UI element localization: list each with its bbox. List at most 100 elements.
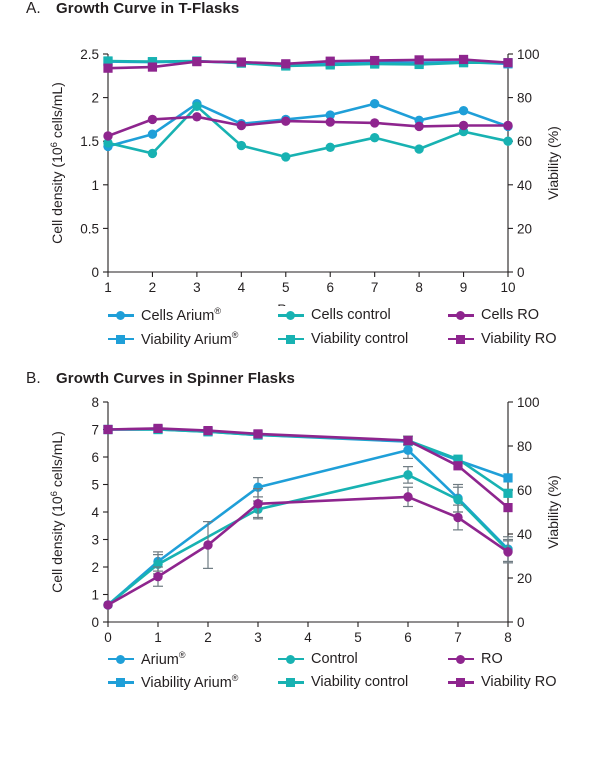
marker-circle [103, 599, 113, 610]
svg-text:7: 7 [454, 630, 462, 645]
legend-item-viability-ro[interactable]: Viability RO [448, 330, 556, 348]
svg-text:2: 2 [149, 280, 157, 295]
svg-text:8: 8 [415, 280, 423, 295]
marker-square [192, 57, 202, 67]
legend-label: RO [481, 650, 503, 667]
legend-label: Viability control [311, 330, 409, 347]
legend-item-cells-arium[interactable]: Cells Arium® [108, 306, 278, 324]
panel-a-header: A. Growth Curve in T-Flasks [0, 0, 616, 18]
marker-circle [281, 152, 291, 162]
marker-circle [369, 133, 380, 143]
marker-square [503, 502, 513, 512]
panel-a-letter: A. [26, 0, 41, 17]
legend-item-viability-control[interactable]: Viability control [278, 673, 448, 691]
marker-square [103, 63, 113, 73]
marker-circle [414, 144, 424, 154]
series-line-viability-ro [106, 58, 510, 70]
legend-item-ro[interactable]: RO [448, 650, 503, 668]
marker-square [253, 428, 263, 439]
legend-item-control[interactable]: Control [278, 650, 448, 668]
square-marker-icon [278, 675, 304, 689]
svg-text:2: 2 [91, 91, 99, 106]
legend-label: Viability RO [481, 674, 557, 691]
svg-text:6: 6 [91, 450, 99, 465]
chart-b-svg: 012345678020406080100012345678DaysCell d… [49, 395, 562, 645]
marker-circle [236, 120, 247, 131]
marker-circle [458, 120, 469, 131]
marker-circle [147, 148, 158, 159]
svg-text:2.5: 2.5 [80, 47, 99, 62]
legend-item-viability-arium[interactable]: Viability Arium® [108, 330, 278, 348]
marker-circle [147, 129, 158, 139]
svg-text:0: 0 [91, 265, 99, 280]
svg-text:1: 1 [91, 178, 99, 193]
legend-item-viability-ro[interactable]: Viability RO [448, 673, 556, 691]
legend-label: Cells control [311, 306, 391, 323]
marker-circle [503, 546, 513, 557]
marker-circle [403, 491, 413, 502]
legend-label: Control [311, 650, 358, 667]
svg-text:0: 0 [91, 615, 99, 630]
series-line-arium [106, 448, 510, 606]
legend-label: Cells RO [481, 306, 540, 323]
square-marker-icon [278, 332, 304, 346]
marker-square [453, 454, 463, 464]
series-line-control [106, 473, 510, 606]
svg-text:9: 9 [460, 280, 468, 295]
marker-circle [192, 101, 202, 112]
marker-square [153, 423, 163, 433]
svg-text:Cell density (106 cells/mL): Cell density (106 cells/mL) [49, 431, 66, 593]
legend-label: Viability Arium® [141, 329, 239, 348]
svg-text:3: 3 [91, 532, 99, 547]
circle-marker-icon [278, 308, 304, 322]
chart-b-legend: Arium® Control RO Viability Arium® Viability… [0, 650, 616, 691]
svg-text:0: 0 [517, 615, 525, 630]
svg-text:1: 1 [154, 630, 162, 645]
svg-text:3: 3 [254, 630, 262, 645]
panel-b-plot: 012345678020406080100012345678DaysCell d… [0, 388, 616, 650]
marker-square [503, 58, 513, 68]
marker-square [503, 488, 513, 498]
panel-b: B. Growth Curves in Spinner Flasks 0 1 2 3 4… [0, 370, 616, 692]
svg-text:80: 80 [517, 91, 532, 106]
marker-circle [325, 142, 335, 153]
svg-text:4: 4 [304, 630, 312, 645]
svg-text:6: 6 [404, 630, 412, 645]
svg-text:4: 4 [91, 505, 99, 520]
svg-text:6: 6 [326, 280, 334, 295]
legend-item-viability-control[interactable]: Viability control [278, 330, 448, 348]
marker-circle [458, 105, 469, 116]
marker-circle [369, 118, 380, 128]
legend-label: Viability control [311, 674, 409, 691]
marker-circle [503, 136, 513, 146]
panel-a: A. Growth Curve in T-Flasks 0 0.5 1 1.5 2 2.5… [0, 0, 616, 348]
svg-text:7: 7 [91, 422, 99, 437]
marker-square [203, 425, 213, 435]
legend-item-arium[interactable]: Arium® [108, 650, 278, 667]
svg-text:100: 100 [517, 395, 540, 410]
marker-circle [325, 117, 335, 127]
panel-b-title: Growth Curves in Spinner Flasks [56, 369, 295, 387]
legend-label: Viability Arium® [141, 673, 239, 692]
square-marker-icon [448, 675, 474, 689]
marker-square [236, 57, 246, 67]
svg-text:7: 7 [371, 280, 379, 295]
circle-marker-icon [108, 308, 134, 322]
svg-text:2: 2 [91, 560, 99, 575]
marker-circle [503, 120, 513, 131]
marker-circle [325, 110, 335, 120]
square-marker-icon [448, 332, 474, 346]
circle-marker-icon [448, 652, 474, 666]
marker-square [403, 435, 413, 445]
chart-a-svg: 0 0.5 1 1.5 2 2.5 0 20 40 60 80 100 1 2 3 4 5 6 7 8 9 10 Passa… [49, 47, 562, 306]
legend-item-cells-ro[interactable]: Cells RO [448, 306, 539, 324]
marker-circle [147, 114, 158, 125]
svg-text:4: 4 [238, 280, 246, 295]
legend-item-cells-control[interactable]: Cells control [278, 306, 448, 324]
legend-label: Cells Arium® [141, 306, 221, 324]
legend-item-viability-arium[interactable]: Viability Arium® [108, 673, 278, 691]
marker-circle [103, 138, 113, 148]
marker-circle [414, 121, 424, 132]
svg-text:8: 8 [504, 630, 512, 645]
svg-text:20: 20 [517, 221, 532, 236]
